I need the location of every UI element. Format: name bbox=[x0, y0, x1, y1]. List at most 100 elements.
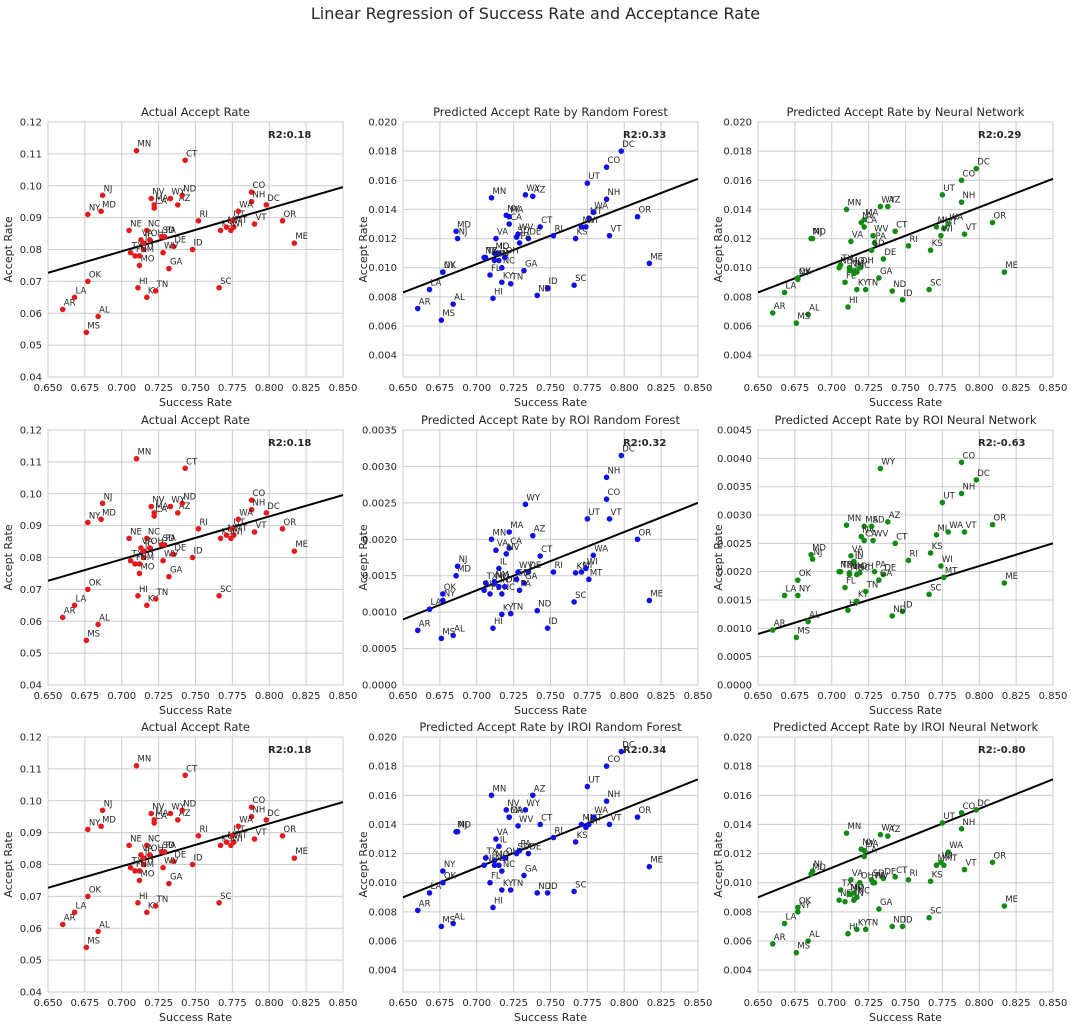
data-point-il bbox=[496, 250, 502, 256]
point-label-hi: HI bbox=[139, 892, 148, 902]
data-point-nj bbox=[809, 235, 816, 242]
point-label-ms: MS bbox=[797, 312, 810, 322]
point-label-mo: MO bbox=[140, 562, 154, 572]
point-label-ca: CA bbox=[510, 213, 522, 223]
point-label-il: IL bbox=[855, 552, 863, 562]
regression-line bbox=[758, 778, 1053, 899]
r2-annotation: R2:0.18 bbox=[268, 438, 311, 449]
y-tick-label: 0.0010 bbox=[362, 608, 397, 619]
point-label-hi: HI bbox=[139, 585, 148, 595]
x-tick-label: 0.775 bbox=[928, 691, 957, 702]
data-point-md bbox=[808, 551, 814, 558]
data-point-ms bbox=[83, 944, 90, 951]
data-point-nh bbox=[958, 490, 965, 497]
regression-line bbox=[48, 801, 343, 889]
data-point-wv bbox=[160, 557, 166, 564]
data-point-wi bbox=[583, 224, 589, 230]
point-label-nm: NM bbox=[140, 553, 154, 563]
data-point-vt bbox=[251, 529, 258, 535]
point-label-oh: OH bbox=[506, 847, 519, 857]
data-point-nd bbox=[534, 890, 541, 896]
point-label-ok: OK bbox=[799, 267, 812, 277]
data-point-tn bbox=[152, 596, 159, 602]
point-label-nh: NH bbox=[253, 806, 266, 816]
point-label-la: LA bbox=[431, 279, 442, 289]
data-point-me bbox=[1001, 269, 1008, 275]
point-label-wy: WY bbox=[526, 799, 540, 809]
data-point-hi bbox=[490, 625, 496, 631]
data-point-ks bbox=[572, 235, 579, 242]
data-point-ar bbox=[59, 614, 66, 621]
data-point-al bbox=[450, 632, 456, 639]
data-point-sd bbox=[513, 576, 520, 583]
data-point-ny bbox=[85, 519, 91, 526]
data-point-me bbox=[646, 260, 653, 267]
data-point-mi bbox=[578, 224, 585, 230]
data-point-de bbox=[880, 571, 887, 578]
point-label-ms: MS bbox=[797, 942, 810, 952]
point-label-ga: GA bbox=[170, 258, 183, 268]
data-point-me bbox=[646, 863, 653, 870]
data-point-ne bbox=[481, 587, 487, 594]
point-label-vt: VT bbox=[256, 521, 268, 531]
x-tick-label: 0.700 bbox=[462, 383, 491, 394]
x-tick-label: 0.675 bbox=[781, 691, 810, 702]
y-tick-label: 0.012 bbox=[368, 849, 397, 860]
point-label-pa: PA bbox=[876, 561, 887, 571]
point-label-sc: SC bbox=[575, 880, 586, 890]
point-label-nm: NM bbox=[850, 562, 864, 572]
data-point-nd bbox=[179, 500, 186, 507]
point-label-ma: MA bbox=[865, 209, 878, 219]
point-label-ca: CA bbox=[510, 806, 522, 816]
data-point-al bbox=[805, 311, 811, 318]
data-point-pa bbox=[516, 240, 523, 246]
point-label-ms: MS bbox=[87, 629, 100, 639]
data-point-mo bbox=[491, 858, 498, 864]
y-tick-label: 0.06 bbox=[20, 309, 42, 320]
data-point-vt bbox=[606, 232, 613, 239]
y-tick-label: 0.0025 bbox=[717, 539, 752, 550]
y-tick-label: 0.020 bbox=[368, 118, 397, 129]
data-point-al bbox=[95, 928, 101, 935]
point-label-tn: TN bbox=[156, 588, 169, 598]
y-tick-label: 0.012 bbox=[723, 849, 752, 860]
data-point-ga bbox=[876, 577, 882, 583]
point-label-id: ID bbox=[549, 882, 559, 892]
data-point-ks bbox=[572, 570, 579, 576]
point-label-mt: MT bbox=[235, 524, 248, 534]
point-label-sd: SD bbox=[518, 568, 530, 578]
data-point-va bbox=[848, 238, 854, 245]
point-label-or: OR bbox=[994, 212, 1007, 222]
y-tick-label: 0.10 bbox=[20, 181, 42, 192]
point-label-vt: VT bbox=[256, 828, 268, 838]
point-label-id: ID bbox=[904, 600, 914, 610]
point-label-wy: WY bbox=[526, 493, 540, 503]
data-point-nj bbox=[454, 828, 461, 835]
data-point-al bbox=[450, 920, 456, 927]
data-point-tx bbox=[837, 887, 844, 893]
data-point-id bbox=[544, 890, 551, 896]
data-point-ky bbox=[854, 286, 860, 293]
y-tick-label: 0.0045 bbox=[717, 426, 752, 437]
data-point-nc bbox=[499, 868, 505, 874]
data-point-nd bbox=[889, 613, 896, 619]
y-tick-label: 0.018 bbox=[723, 762, 752, 773]
data-point-ks bbox=[217, 227, 224, 234]
point-label-dc: DC bbox=[622, 140, 635, 150]
x-tick-label: 0.825 bbox=[292, 691, 321, 702]
point-label-ms: MS bbox=[87, 936, 100, 946]
point-label-dc: DC bbox=[267, 809, 280, 819]
x-tick-label: 0.725 bbox=[144, 383, 173, 394]
point-label-tn: TN bbox=[511, 879, 524, 889]
data-point-va bbox=[848, 877, 854, 883]
data-point-de bbox=[525, 235, 532, 242]
data-point-dc bbox=[618, 452, 625, 459]
point-label-mo: MO bbox=[140, 254, 154, 264]
point-label-ny: NY bbox=[799, 584, 811, 594]
data-point-nh bbox=[603, 798, 610, 804]
data-point-co bbox=[248, 497, 255, 503]
point-label-pa: PA bbox=[521, 840, 532, 850]
point-label-vt: VT bbox=[966, 223, 978, 233]
x-tick-label: 0.850 bbox=[1039, 383, 1068, 394]
data-point-mi bbox=[578, 821, 585, 828]
